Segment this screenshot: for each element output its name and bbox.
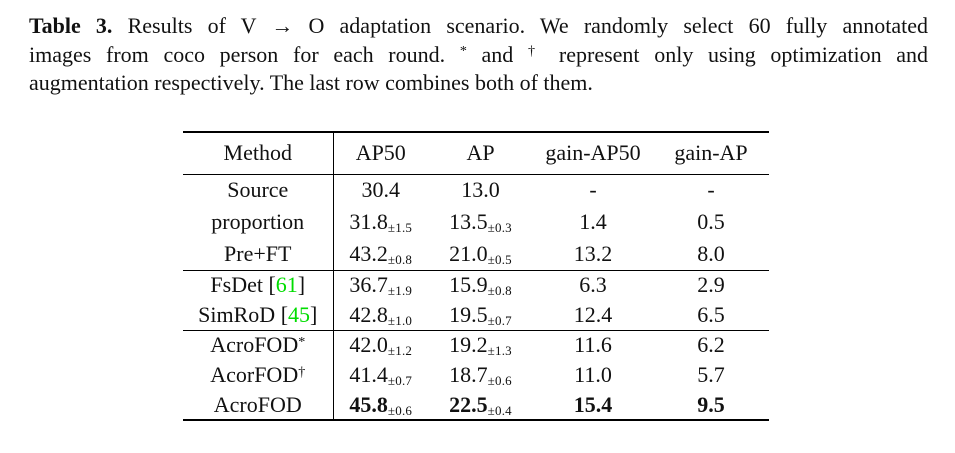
citation-link[interactable]: 61 xyxy=(275,272,298,298)
gain-ap-cell: 8.0 xyxy=(697,240,725,266)
col-header-gain-ap50: gain-AP50 xyxy=(545,140,641,166)
stddev-subscript: ±0.8 xyxy=(487,283,512,299)
ap-cell: 19.2±1.3 xyxy=(449,332,512,359)
table-row-fsdet: FsDet [61] 36.7±1.9 15.9±0.8 6.3 2.9 xyxy=(183,270,769,300)
col-header-ap50: AP50 xyxy=(355,140,406,166)
stddev-subscript: ±0.7 xyxy=(487,312,512,328)
caption-text-2c: represent only using optimization and xyxy=(558,41,929,67)
ap50-cell: 45.8±0.6 xyxy=(349,391,413,418)
gain-ap50-cell: 1.4 xyxy=(579,209,607,234)
table-row-proportion: proportion 31.8±1.5 13.5±0.3 1.4 0.5 xyxy=(183,206,769,238)
col-header-gain-ap: gain-AP xyxy=(674,140,748,166)
caption-label: Table 3. xyxy=(29,13,113,38)
caption-line-3: augmentation respectively. The last row … xyxy=(29,69,928,98)
caption-text-2b: and xyxy=(481,41,514,67)
table-row-pre-ft: Pre+FT 43.2±0.8 21.0±0.5 13.2 8.0 xyxy=(183,238,769,270)
ap-cell: 13.0 xyxy=(461,177,500,203)
caption-text-3: augmentation respectively. The last row … xyxy=(29,70,593,95)
stddev-subscript: ±0.8 xyxy=(387,251,413,267)
caption-line-2: images from coco person for each round. … xyxy=(29,41,928,70)
gain-ap-cell: 0.5 xyxy=(697,209,725,234)
ap50-cell: 42.8±1.0 xyxy=(349,301,413,328)
gain-ap50-cell: 11.0 xyxy=(574,362,612,387)
caption-text-1: Results of V → O adaptation scenario. We… xyxy=(127,13,928,38)
gain-ap50-cell: 12.4 xyxy=(573,301,613,327)
col-header-ap: AP xyxy=(466,140,495,166)
citation-bracket: ] xyxy=(297,272,306,298)
ap-cell: 21.0±0.5 xyxy=(449,240,512,267)
table-row-acrofod-star: AcroFOD* 42.0±1.2 19.2±1.3 11.6 6.2 xyxy=(183,330,769,360)
table-row-simrod: SimRoD [45] 42.8±1.0 19.5±0.7 12.4 6.5 xyxy=(183,300,769,330)
method-label: Source xyxy=(227,177,289,203)
gain-ap50-cell: - xyxy=(589,177,597,203)
method-cell: SimRoD [45] xyxy=(183,300,334,330)
ap-cell: 15.9±0.8 xyxy=(449,272,512,299)
gain-ap-cell: 9.5 xyxy=(697,391,725,417)
asterisk-symbol: * xyxy=(459,43,467,60)
stddev-subscript: ±0.6 xyxy=(487,373,512,388)
method-cell: Source xyxy=(183,174,334,206)
method-label: SimRoD xyxy=(198,301,276,327)
ap50-cell: 42.0±1.2 xyxy=(349,332,413,359)
stddev-subscript: ±0.6 xyxy=(387,402,413,418)
gain-ap50-cell: 6.3 xyxy=(579,272,607,298)
table-row-acrofod-full: AcroFOD 45.8±0.6 22.5±0.4 15.4 9.5 xyxy=(183,390,769,420)
method-cell: AcorFOD† xyxy=(183,360,334,390)
method-label: Pre+FT xyxy=(224,240,292,266)
citation-bracket: ] xyxy=(310,301,318,327)
ap50-cell: 31.8±1.5 xyxy=(349,209,413,235)
citation-link[interactable]: 45 xyxy=(288,301,311,327)
citation-bracket: [ xyxy=(280,301,289,327)
caption-text-2a: images from coco person for each round. xyxy=(29,41,446,67)
ap50-cell: 43.2±0.8 xyxy=(349,240,413,267)
stddev-subscript: ±1.2 xyxy=(387,343,413,359)
caption-line-1: Table 3. Results of V → O adaptation sce… xyxy=(29,12,928,41)
method-label: FsDet xyxy=(210,272,263,298)
stddev-subscript: ±1.5 xyxy=(387,220,413,235)
ap-cell: 13.5±0.3 xyxy=(449,209,512,235)
gain-ap-cell: 2.9 xyxy=(697,272,725,298)
method-label: AcorFOD xyxy=(210,362,299,387)
citation-bracket: [ xyxy=(268,272,276,298)
dagger-symbol: † xyxy=(528,43,545,60)
method-cell: Pre+FT xyxy=(183,238,334,270)
method-cell: AcroFOD* xyxy=(183,330,334,360)
ap50-cell: 30.4 xyxy=(361,177,401,203)
ap-cell: 22.5±0.4 xyxy=(449,391,512,418)
table-row-acorfod-dagger: AcorFOD† 41.4±0.7 18.7±0.6 11.0 5.7 xyxy=(183,360,769,390)
header-row: Method AP50 AP gain-AP50 gain-AP xyxy=(183,132,769,174)
gain-ap-cell: 6.5 xyxy=(697,301,725,327)
method-cell: FsDet [61] xyxy=(183,270,334,300)
stddev-subscript: ±1.0 xyxy=(387,312,413,328)
method-cell: proportion xyxy=(183,206,334,238)
stddev-subscript: ±0.5 xyxy=(487,251,512,267)
stddev-subscript: ±1.9 xyxy=(387,283,413,299)
gain-ap-cell: - xyxy=(707,177,715,203)
dagger-symbol: † xyxy=(298,363,306,380)
ap50-cell: 36.7±1.9 xyxy=(349,272,413,299)
asterisk-symbol: * xyxy=(298,333,306,350)
results-table: Method AP50 AP gain-AP50 gain-AP Source … xyxy=(183,131,769,421)
method-label: proportion xyxy=(211,209,305,234)
gain-ap50-cell: 11.6 xyxy=(574,332,612,358)
stddev-subscript: ±0.7 xyxy=(387,373,413,388)
ap50-cell: 41.4±0.7 xyxy=(349,362,413,388)
table-caption: Table 3. Results of V → O adaptation sce… xyxy=(29,12,928,98)
stddev-subscript: ±0.3 xyxy=(487,220,512,235)
stddev-subscript: ±0.4 xyxy=(487,402,512,418)
table-row-source: Source 30.4 13.0 - - xyxy=(183,174,769,206)
gain-ap-cell: 6.2 xyxy=(697,332,725,358)
gain-ap50-cell: 13.2 xyxy=(573,240,613,266)
gain-ap50-cell: 15.4 xyxy=(573,391,613,417)
stddev-subscript: ±1.3 xyxy=(487,343,512,359)
gain-ap-cell: 5.7 xyxy=(697,362,725,387)
ap-cell: 18.7±0.6 xyxy=(449,362,512,388)
method-label: AcroFOD xyxy=(210,332,299,358)
col-header-method: Method xyxy=(183,132,334,174)
method-cell: AcroFOD xyxy=(183,390,334,420)
method-label: AcroFOD xyxy=(213,391,302,417)
ap-cell: 19.5±0.7 xyxy=(449,301,512,328)
